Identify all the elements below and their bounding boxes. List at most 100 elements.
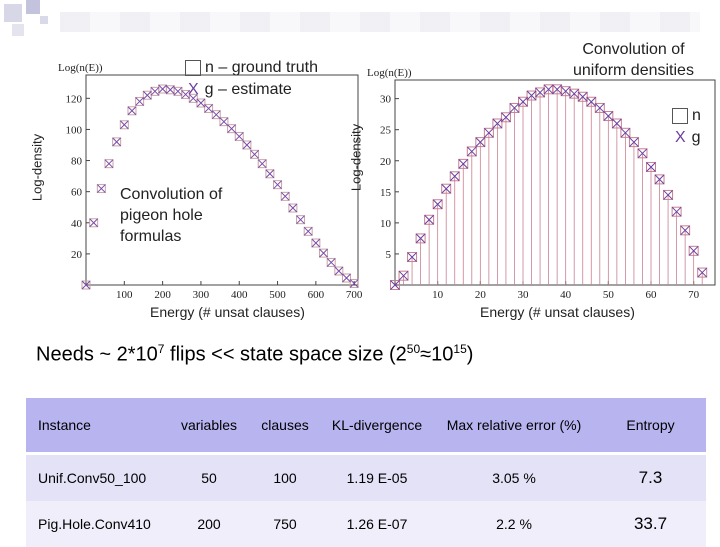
data-point-x: [458, 159, 469, 169]
data-point-x: [466, 146, 477, 157]
data-point-square: [104, 159, 114, 169]
data-point-square: [334, 266, 344, 276]
headline-exp1: 7: [157, 342, 165, 356]
data-point-square: [594, 102, 605, 113]
data-point-x: [629, 137, 639, 147]
data-point-square: [135, 96, 145, 106]
data-point-square: [680, 225, 691, 236]
data-point-x: [219, 117, 229, 127]
data-point-square: [280, 191, 290, 201]
data-point-square: [466, 146, 477, 157]
data-point-square: [219, 117, 229, 127]
left-note: Convolution of pigeon hole formulas: [120, 185, 222, 247]
data-point-x: [135, 97, 144, 106]
data-point-square: [250, 149, 260, 159]
data-point-square: [112, 137, 122, 147]
right-side-label: Log-density: [348, 123, 364, 192]
y-tick-label: 120: [66, 93, 83, 105]
square-marker-icon: [185, 59, 201, 76]
table-cell: 7.3: [595, 453, 706, 501]
data-point-square: [234, 131, 244, 141]
data-point-square: [204, 103, 214, 113]
data-point-square: [81, 280, 91, 290]
data-point-square: [449, 171, 460, 182]
x-tick-label: 500: [269, 289, 286, 300]
data-point-x: [526, 90, 537, 101]
data-point-x: [173, 86, 183, 96]
data-point-square: [654, 174, 665, 185]
table-cell: 200: [169, 501, 249, 547]
data-point-x: [449, 171, 460, 182]
left-x-axis-label: Energy (# unsat clauses): [150, 304, 305, 320]
data-point-x: [142, 90, 152, 100]
data-point-x: [484, 127, 494, 138]
data-point-x: [552, 84, 562, 95]
data-point-square: [620, 127, 631, 138]
data-point-square: [688, 245, 699, 256]
left-legend-truth: n – ground truth: [185, 59, 318, 77]
right-title-line: uniform densities: [573, 61, 694, 79]
square-marker-icon: [672, 107, 688, 124]
x-tick-label: 30: [518, 289, 530, 301]
data-point-square: [628, 137, 639, 148]
data-point-x: [424, 214, 434, 225]
table-header-cell: Entropy: [595, 398, 706, 455]
data-point-square: [637, 148, 648, 159]
data-point-square: [671, 206, 682, 217]
x-tick-label: 700: [346, 289, 363, 300]
data-point-square: [663, 189, 674, 200]
table-cell: 750: [249, 501, 321, 547]
data-point-x: [196, 98, 206, 108]
x-marker-icon: X: [188, 81, 199, 98]
data-point-square: [415, 233, 426, 244]
right-legend-truth: n: [672, 107, 701, 125]
data-point-x: [288, 203, 298, 213]
data-point-square: [303, 226, 313, 236]
data-point-square: [96, 184, 106, 194]
x-tick-label: 40: [560, 289, 572, 301]
data-point-x: [415, 233, 426, 244]
right-plot-svg: Log(n(E)) 10 20 30 40 50 60 70 5 10 15 20 25 30: [367, 67, 716, 301]
data-point-square: [646, 161, 656, 172]
data-point-x: [104, 159, 114, 169]
data-point-x: [319, 248, 328, 258]
data-point-x: [188, 93, 198, 103]
data-point-x: [663, 190, 673, 200]
data-point-x: [432, 199, 443, 210]
data-point-x: [646, 162, 656, 172]
data-point-x: [637, 148, 648, 159]
table-cell: 100: [249, 453, 321, 501]
data-point-x: [441, 183, 452, 194]
x-tick-label: 50: [603, 289, 615, 301]
data-point-square: [311, 238, 321, 248]
x-tick-label: 70: [688, 289, 700, 301]
left-legend-truth-label: n – ground truth: [205, 59, 318, 76]
data-point-x: [535, 87, 545, 98]
left-chart: Log-density Log(n(E)) 100 200 300 400 500 600 7…: [20, 59, 363, 322]
data-point-x: [127, 106, 137, 116]
data-point-square: [265, 169, 275, 179]
data-point-x: [594, 103, 605, 113]
data-point-square: [127, 106, 137, 116]
table-cell: Pig.Hole.Conv410: [26, 501, 169, 547]
data-point-x: [543, 84, 554, 95]
data-point-square: [441, 183, 452, 194]
y-tick-label: 20: [380, 156, 392, 168]
data-point-x: [501, 112, 511, 123]
x-marker-icon: X: [675, 129, 686, 146]
data-point-square: [432, 199, 443, 210]
data-point-x: [265, 169, 275, 179]
data-point-x: [342, 273, 351, 283]
data-point-square: [296, 215, 306, 225]
right-chart: Log-density Log(n(E)) 10 20 30 40 50 60 70 5 10 15…: [345, 40, 720, 322]
table-header-cell: KL-divergence: [321, 398, 433, 455]
right-title: Convolution of uniform densities: [573, 40, 694, 82]
left-legend-est-label: g – estimate: [204, 81, 292, 98]
x-tick-label: 200: [154, 289, 171, 300]
data-point-square: [586, 96, 597, 107]
data-point-x: [112, 137, 122, 147]
data-point-square: [119, 120, 129, 130]
x-tick-label: 600: [308, 289, 325, 300]
data-point-x: [390, 280, 400, 290]
decorative-corner-squares: [0, 0, 60, 40]
